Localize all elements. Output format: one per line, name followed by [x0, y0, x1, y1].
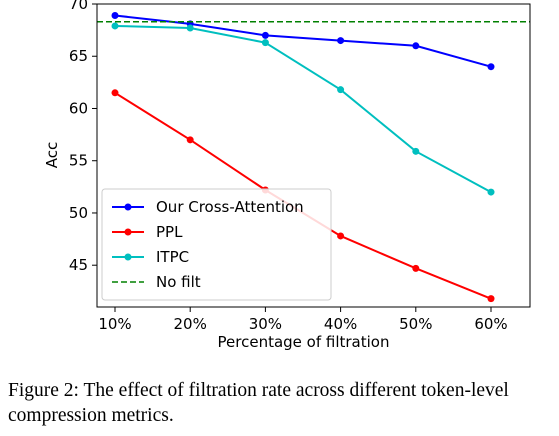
x-tick-label: 10% — [98, 315, 131, 333]
data-point-itpc — [412, 148, 419, 155]
y-tick-label: 50 — [69, 204, 88, 222]
data-point-our-cross-attention — [112, 12, 119, 19]
legend-label-our-cross-attention: Our Cross-Attention — [156, 198, 304, 216]
x-tick-label: 30% — [249, 315, 282, 333]
x-tick-label: 40% — [324, 315, 357, 333]
y-axis-title: Acc — [43, 142, 61, 169]
data-point-itpc — [337, 86, 344, 93]
legend-marker-our-cross-attention — [125, 204, 132, 211]
data-point-itpc — [262, 39, 269, 46]
y-tick-label: 45 — [69, 256, 88, 274]
data-point-itpc — [488, 189, 495, 196]
data-point-ppl — [488, 295, 495, 302]
legend-label-ppl: PPL — [156, 223, 183, 241]
data-point-ppl — [412, 265, 419, 272]
x-tick-label: 60% — [474, 315, 507, 333]
data-point-ppl — [187, 136, 194, 143]
y-tick-label: 55 — [69, 152, 88, 170]
figure-caption: Figure 2: The effect of filtration rate … — [8, 378, 553, 428]
x-tick-label: 50% — [399, 315, 432, 333]
data-point-our-cross-attention — [337, 37, 344, 44]
data-point-our-cross-attention — [262, 32, 269, 39]
legend-marker-itpc — [125, 254, 132, 261]
legend-marker-ppl — [125, 229, 132, 236]
legend-label-itpc: ITPC — [156, 248, 189, 266]
x-tick-label: 20% — [174, 315, 207, 333]
y-tick-label: 65 — [69, 47, 88, 65]
x-axis-title: Percentage of filtration — [218, 333, 390, 351]
data-point-our-cross-attention — [488, 63, 495, 70]
line-chart: Percentage of filtration Acc Our Cross-A… — [0, 0, 559, 370]
legend-label-no-filt: No filt — [156, 273, 201, 291]
y-tick-label: 70 — [69, 0, 88, 13]
data-point-ppl — [112, 89, 119, 96]
data-point-itpc — [187, 25, 194, 32]
data-point-our-cross-attention — [412, 42, 419, 49]
data-point-itpc — [112, 22, 119, 29]
series-line-our-cross-attention — [115, 15, 491, 66]
data-point-ppl — [337, 232, 344, 239]
y-tick-label: 60 — [69, 99, 88, 117]
legend: Our Cross-Attention PPL ITPC No filt — [102, 189, 331, 300]
